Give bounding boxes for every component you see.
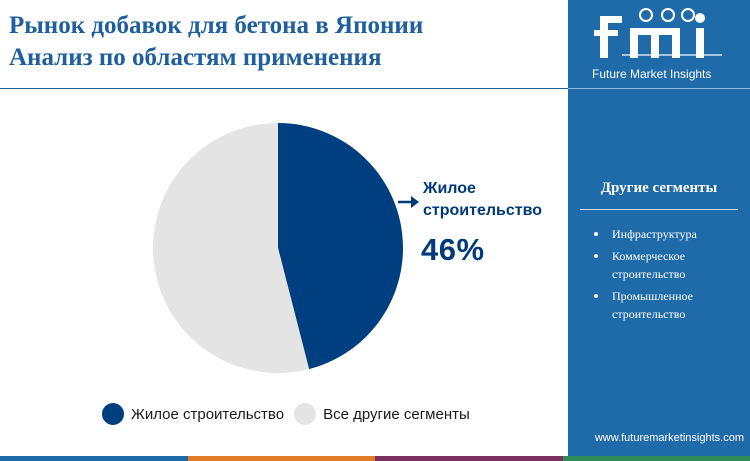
chart-legend: Жилое строительство Все другие сегменты — [102, 402, 480, 426]
legend-swatch-residential — [102, 403, 124, 425]
website-link[interactable]: www.futuremarketinsights.com — [594, 432, 744, 444]
pie-slice-other — [153, 123, 310, 373]
segment-item: Инфраструктура — [592, 225, 742, 243]
bottom-bar-segment-green — [562, 456, 750, 461]
callout-value: 46% — [421, 232, 485, 267]
other-segments-list: Инфраструктура Коммерческое строительств… — [592, 225, 742, 327]
segment-item: Коммерческое строительство — [592, 247, 742, 283]
legend-label-other: Все другие сегменты — [323, 405, 470, 423]
chart-title-line-1: Рынок добавок для бетона в Японии — [9, 12, 424, 39]
pie-chart — [153, 123, 404, 373]
legend-label-residential: Жилое строительство — [131, 405, 285, 423]
chart-title-line-2: Анализ по областям применения — [9, 44, 382, 71]
segments-divider — [580, 209, 738, 210]
callout-label-line-2: строительство — [423, 202, 542, 219]
pie-slice-residential — [278, 123, 404, 370]
legend-item-other: Все другие сегменты — [294, 403, 470, 425]
chart-title: Рынок добавок для бетона в Японии Анализ… — [9, 10, 559, 74]
bottom-bar-segment-orange — [187, 456, 375, 461]
brand-sidebar: Future Market Insights Другие сегменты И… — [568, 0, 750, 456]
title-divider — [0, 88, 568, 89]
bottom-color-bar — [0, 456, 750, 461]
segment-item: Промышленное строительство — [592, 287, 742, 323]
callout-arrow-icon — [398, 196, 419, 208]
callout-label: Жилое строительство — [423, 178, 563, 222]
brand-name: Future Market Insights — [592, 67, 712, 81]
bottom-bar-segment-purple — [375, 456, 563, 461]
other-segments-title: Другие сегменты — [600, 180, 718, 196]
legend-swatch-other — [294, 403, 317, 425]
fmi-logo-icon — [594, 8, 722, 58]
sidebar-divider — [568, 88, 750, 89]
bottom-bar-segment-blue — [0, 456, 188, 461]
callout-label-line-1: Жилое — [423, 180, 476, 197]
legend-item-residential: Жилое строительство — [102, 403, 284, 425]
chart-panel: Рынок добавок для бетона в Японии Анализ… — [0, 10, 568, 426]
